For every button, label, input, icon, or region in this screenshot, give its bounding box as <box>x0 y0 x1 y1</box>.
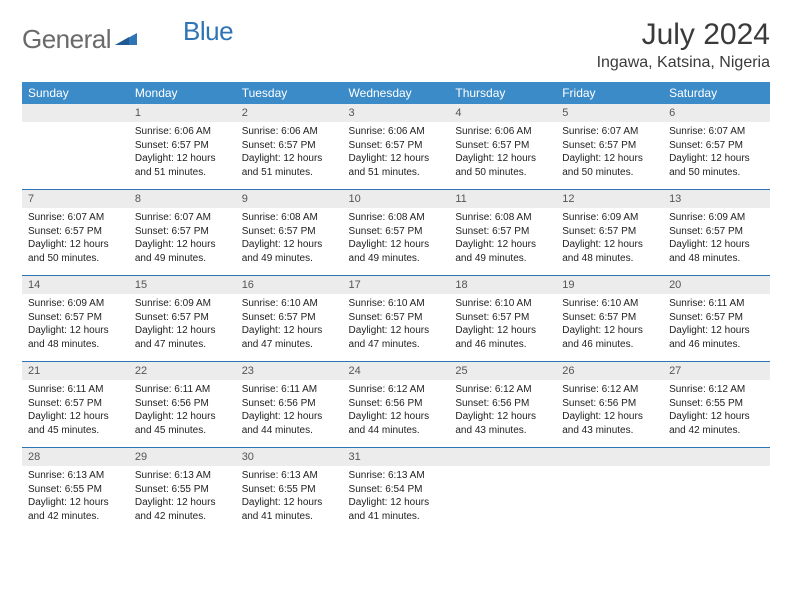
day-detail-cell <box>663 466 770 533</box>
day-detail-cell: Sunrise: 6:13 AMSunset: 6:55 PMDaylight:… <box>129 466 236 533</box>
day-detail-cell: Sunrise: 6:10 AMSunset: 6:57 PMDaylight:… <box>236 294 343 362</box>
col-saturday: Saturday <box>663 82 770 104</box>
day-detail-cell: Sunrise: 6:08 AMSunset: 6:57 PMDaylight:… <box>236 208 343 276</box>
day-number-cell: 5 <box>556 104 663 122</box>
calendar-table: Sunday Monday Tuesday Wednesday Thursday… <box>22 82 770 533</box>
day-number-cell: 11 <box>449 190 556 208</box>
location-text: Ingawa, Katsina, Nigeria <box>597 54 770 72</box>
day-number-cell: 30 <box>236 448 343 466</box>
brand-logo: General Blue <box>22 18 233 55</box>
day-detail-cell: Sunrise: 6:06 AMSunset: 6:57 PMDaylight:… <box>236 122 343 190</box>
day-number-cell <box>663 448 770 466</box>
day-detail-cell: Sunrise: 6:11 AMSunset: 6:57 PMDaylight:… <box>22 380 129 448</box>
col-tuesday: Tuesday <box>236 82 343 104</box>
day-number-cell: 10 <box>343 190 450 208</box>
day-detail-cell: Sunrise: 6:13 AMSunset: 6:55 PMDaylight:… <box>22 466 129 533</box>
day-number-cell <box>22 104 129 122</box>
day-detail-cell: Sunrise: 6:11 AMSunset: 6:57 PMDaylight:… <box>663 294 770 362</box>
day-number-cell: 3 <box>343 104 450 122</box>
day-detail-cell: Sunrise: 6:12 AMSunset: 6:56 PMDaylight:… <box>556 380 663 448</box>
day-number-cell: 26 <box>556 362 663 380</box>
day-number-cell: 9 <box>236 190 343 208</box>
day-detail-cell: Sunrise: 6:09 AMSunset: 6:57 PMDaylight:… <box>556 208 663 276</box>
brand-part1: General <box>22 24 111 55</box>
day-detail-cell: Sunrise: 6:11 AMSunset: 6:56 PMDaylight:… <box>236 380 343 448</box>
day-number-cell: 16 <box>236 276 343 294</box>
day-number-row: 21222324252627 <box>22 362 770 380</box>
day-detail-cell: Sunrise: 6:13 AMSunset: 6:55 PMDaylight:… <box>236 466 343 533</box>
day-detail-cell <box>22 122 129 190</box>
day-number-cell: 25 <box>449 362 556 380</box>
day-number-cell: 12 <box>556 190 663 208</box>
day-detail-cell: Sunrise: 6:12 AMSunset: 6:56 PMDaylight:… <box>449 380 556 448</box>
col-sunday: Sunday <box>22 82 129 104</box>
day-detail-row: Sunrise: 6:07 AMSunset: 6:57 PMDaylight:… <box>22 208 770 276</box>
day-number-cell: 8 <box>129 190 236 208</box>
day-detail-cell: Sunrise: 6:09 AMSunset: 6:57 PMDaylight:… <box>663 208 770 276</box>
day-number-cell: 4 <box>449 104 556 122</box>
day-number-cell: 18 <box>449 276 556 294</box>
day-number-row: 78910111213 <box>22 190 770 208</box>
day-number-cell: 7 <box>22 190 129 208</box>
day-detail-cell: Sunrise: 6:07 AMSunset: 6:57 PMDaylight:… <box>663 122 770 190</box>
day-number-cell: 15 <box>129 276 236 294</box>
col-monday: Monday <box>129 82 236 104</box>
day-detail-row: Sunrise: 6:09 AMSunset: 6:57 PMDaylight:… <box>22 294 770 362</box>
brand-part2: Blue <box>183 16 233 47</box>
day-detail-row: Sunrise: 6:13 AMSunset: 6:55 PMDaylight:… <box>22 466 770 533</box>
day-number-cell <box>556 448 663 466</box>
day-detail-cell: Sunrise: 6:06 AMSunset: 6:57 PMDaylight:… <box>129 122 236 190</box>
day-detail-row: Sunrise: 6:06 AMSunset: 6:57 PMDaylight:… <box>22 122 770 190</box>
day-number-cell: 6 <box>663 104 770 122</box>
day-detail-cell: Sunrise: 6:08 AMSunset: 6:57 PMDaylight:… <box>449 208 556 276</box>
day-number-cell: 23 <box>236 362 343 380</box>
day-header-row: Sunday Monday Tuesday Wednesday Thursday… <box>22 82 770 104</box>
day-detail-cell: Sunrise: 6:07 AMSunset: 6:57 PMDaylight:… <box>556 122 663 190</box>
day-number-cell: 1 <box>129 104 236 122</box>
day-detail-cell: Sunrise: 6:09 AMSunset: 6:57 PMDaylight:… <box>22 294 129 362</box>
day-detail-cell: Sunrise: 6:06 AMSunset: 6:57 PMDaylight:… <box>449 122 556 190</box>
day-detail-cell: Sunrise: 6:10 AMSunset: 6:57 PMDaylight:… <box>556 294 663 362</box>
day-detail-cell: Sunrise: 6:10 AMSunset: 6:57 PMDaylight:… <box>449 294 556 362</box>
day-number-cell: 24 <box>343 362 450 380</box>
day-number-row: 28293031 <box>22 448 770 466</box>
day-number-cell: 14 <box>22 276 129 294</box>
day-detail-cell: Sunrise: 6:07 AMSunset: 6:57 PMDaylight:… <box>22 208 129 276</box>
day-detail-row: Sunrise: 6:11 AMSunset: 6:57 PMDaylight:… <box>22 380 770 448</box>
day-detail-cell: Sunrise: 6:12 AMSunset: 6:55 PMDaylight:… <box>663 380 770 448</box>
day-number-cell: 21 <box>22 362 129 380</box>
day-number-cell: 28 <box>22 448 129 466</box>
day-detail-cell <box>449 466 556 533</box>
day-detail-cell: Sunrise: 6:08 AMSunset: 6:57 PMDaylight:… <box>343 208 450 276</box>
day-number-cell <box>449 448 556 466</box>
month-title: July 2024 <box>597 18 770 52</box>
day-number-cell: 22 <box>129 362 236 380</box>
day-number-cell: 27 <box>663 362 770 380</box>
col-friday: Friday <box>556 82 663 104</box>
day-detail-cell: Sunrise: 6:11 AMSunset: 6:56 PMDaylight:… <box>129 380 236 448</box>
day-detail-cell: Sunrise: 6:07 AMSunset: 6:57 PMDaylight:… <box>129 208 236 276</box>
day-number-cell: 31 <box>343 448 450 466</box>
col-thursday: Thursday <box>449 82 556 104</box>
calendar-body: 123456Sunrise: 6:06 AMSunset: 6:57 PMDay… <box>22 104 770 533</box>
day-detail-cell: Sunrise: 6:12 AMSunset: 6:56 PMDaylight:… <box>343 380 450 448</box>
day-detail-cell: Sunrise: 6:06 AMSunset: 6:57 PMDaylight:… <box>343 122 450 190</box>
flag-icon <box>115 27 137 52</box>
day-number-cell: 13 <box>663 190 770 208</box>
day-number-row: 123456 <box>22 104 770 122</box>
day-number-cell: 20 <box>663 276 770 294</box>
day-number-cell: 29 <box>129 448 236 466</box>
col-wednesday: Wednesday <box>343 82 450 104</box>
day-number-row: 14151617181920 <box>22 276 770 294</box>
title-block: July 2024 Ingawa, Katsina, Nigeria <box>597 18 770 72</box>
day-detail-cell: Sunrise: 6:09 AMSunset: 6:57 PMDaylight:… <box>129 294 236 362</box>
day-number-cell: 2 <box>236 104 343 122</box>
day-detail-cell <box>556 466 663 533</box>
day-number-cell: 17 <box>343 276 450 294</box>
page-header: General Blue July 2024 Ingawa, Katsina, … <box>22 18 770 72</box>
day-detail-cell: Sunrise: 6:10 AMSunset: 6:57 PMDaylight:… <box>343 294 450 362</box>
day-detail-cell: Sunrise: 6:13 AMSunset: 6:54 PMDaylight:… <box>343 466 450 533</box>
day-number-cell: 19 <box>556 276 663 294</box>
